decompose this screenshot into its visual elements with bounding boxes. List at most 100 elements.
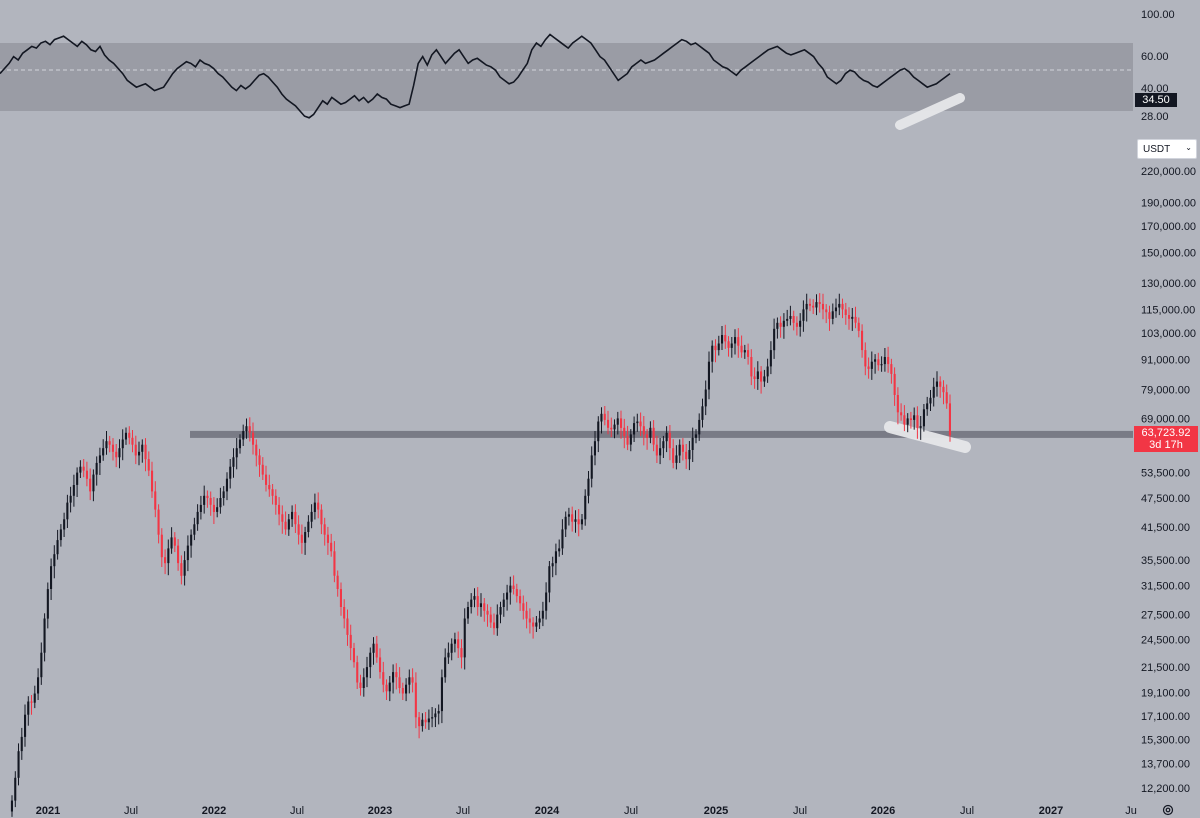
candle — [173, 532, 176, 553]
candle-body — [734, 337, 737, 344]
candle — [743, 344, 746, 359]
candle-body — [776, 322, 779, 329]
price-tick-label: 190,000.00 — [1141, 197, 1196, 209]
candle — [766, 358, 769, 383]
candle-body — [72, 485, 75, 496]
candle — [190, 529, 193, 558]
candle — [310, 504, 313, 529]
candle — [434, 708, 437, 727]
candle-body — [473, 596, 476, 600]
candle — [655, 435, 658, 463]
candle-body — [486, 610, 489, 615]
candle-body — [424, 719, 427, 723]
candle-body — [532, 622, 535, 627]
candle-body — [382, 672, 385, 685]
candle — [144, 438, 147, 472]
price-tick-label: 130,000.00 — [1141, 278, 1196, 290]
candle — [548, 561, 551, 603]
candle-body — [893, 373, 896, 395]
candle-body — [857, 322, 860, 331]
candle — [561, 519, 564, 555]
candle — [418, 712, 421, 739]
candle-body — [33, 693, 36, 703]
price-highlight — [884, 421, 971, 453]
rsi-value-badge: 34.50 — [1135, 93, 1177, 107]
candle-body — [307, 521, 310, 532]
candle-body — [512, 585, 515, 589]
candle-body — [317, 502, 320, 510]
candle — [265, 465, 268, 492]
candle — [760, 366, 763, 394]
candle-body — [642, 426, 645, 435]
candle-body — [278, 504, 281, 515]
candle — [688, 441, 691, 471]
candle-body — [652, 427, 655, 445]
candle — [69, 486, 72, 513]
candle — [359, 674, 362, 696]
candle-body — [95, 462, 98, 475]
candle-body — [691, 437, 694, 450]
currency-selector[interactable]: USDT ⌄ — [1137, 139, 1197, 159]
candle — [939, 376, 942, 398]
candle — [392, 664, 395, 694]
candle-body — [79, 466, 82, 473]
candle-body — [587, 478, 590, 496]
candle — [792, 310, 795, 331]
candle — [206, 490, 209, 508]
candle-body — [479, 603, 482, 607]
candle-body — [111, 444, 114, 452]
candle — [252, 422, 255, 455]
gear-icon[interactable] — [1161, 803, 1175, 817]
candle-body — [717, 343, 720, 351]
candle-body — [737, 337, 740, 346]
candle — [147, 451, 150, 477]
candle — [235, 438, 238, 470]
candle-body — [450, 643, 453, 653]
candle-body — [659, 448, 662, 456]
candle-body — [932, 386, 935, 398]
candle-body — [37, 677, 40, 694]
time-tick-label: 2025 — [704, 805, 728, 817]
candle — [79, 460, 82, 478]
time-tick-label: 2026 — [871, 805, 895, 817]
candle-body — [92, 474, 95, 492]
candle-body — [906, 418, 909, 425]
candle-body — [825, 309, 828, 313]
candle-body — [730, 343, 733, 348]
candle — [53, 545, 56, 579]
candle — [551, 556, 554, 578]
candle-body — [180, 563, 183, 576]
price-tick-label: 103,000.00 — [1141, 328, 1196, 340]
candle-body — [121, 439, 124, 449]
candle — [646, 429, 649, 450]
candle — [379, 648, 382, 679]
candle-body — [164, 557, 167, 564]
candle — [40, 642, 43, 685]
candle-body — [668, 432, 671, 449]
rsi-panel — [0, 33, 1133, 130]
candle — [535, 616, 538, 632]
candle-body — [431, 717, 434, 719]
candle-body — [238, 439, 241, 449]
candle — [219, 487, 222, 514]
candle — [607, 410, 610, 435]
candle-body — [571, 514, 574, 522]
candle — [339, 582, 342, 616]
candle-body — [411, 677, 414, 683]
candle-body — [59, 529, 62, 541]
candle-body — [144, 444, 147, 460]
candle — [27, 696, 30, 726]
candle — [870, 351, 873, 380]
candle — [587, 471, 590, 504]
candle — [887, 346, 890, 373]
candle-body — [30, 701, 33, 703]
candle — [916, 406, 919, 439]
candle-body — [252, 432, 255, 445]
candle-body — [457, 639, 460, 649]
candle-body — [567, 514, 570, 517]
candle-body — [554, 551, 557, 564]
candle-body — [750, 357, 753, 377]
time-tick-label: Jul — [960, 805, 974, 817]
candle — [522, 595, 525, 620]
